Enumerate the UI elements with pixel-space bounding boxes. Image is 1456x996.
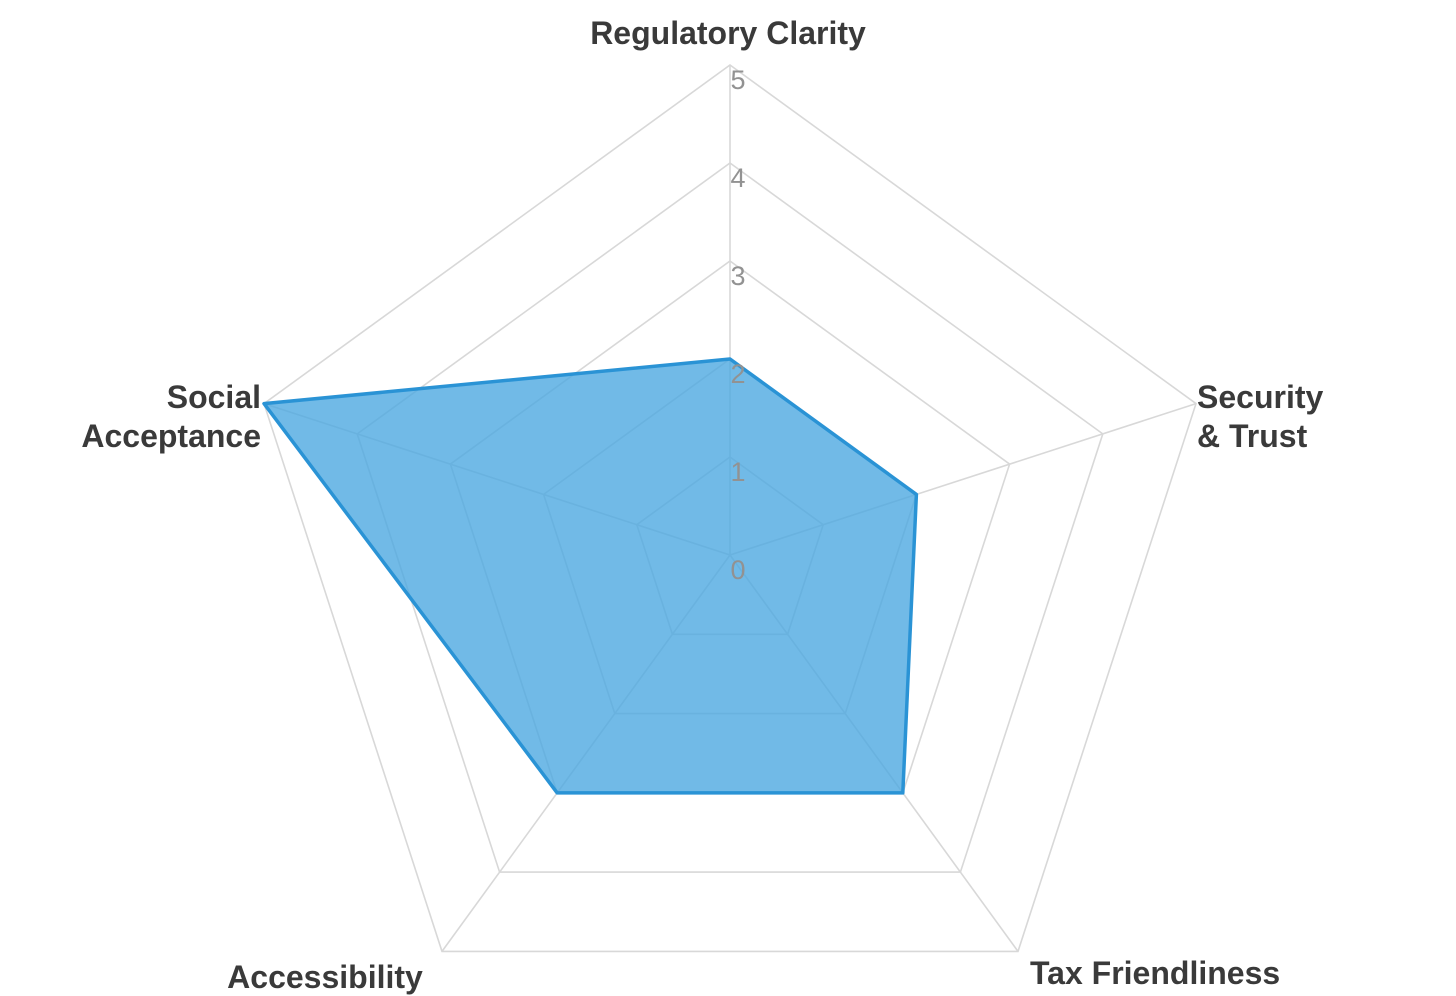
category-label-4-line-0: Social: [167, 379, 261, 415]
category-label-3: Accessibility: [227, 959, 423, 995]
tick-label-1: 1: [730, 457, 745, 487]
tick-label-3: 3: [730, 261, 745, 291]
tick-label-0: 0: [730, 555, 745, 585]
tick-label-4: 4: [730, 163, 745, 193]
category-label-2: Tax Friendliness: [1030, 955, 1280, 991]
grid-ring-5: [263, 64, 1197, 953]
tick-label-2: 2: [730, 359, 745, 389]
data-polygon: [262, 357, 919, 795]
tick-label-5: 5: [730, 65, 745, 95]
category-label-1-line-0: Security: [1197, 379, 1323, 415]
category-label-4-line-1: Acceptance: [81, 418, 261, 454]
category-label-0: Regulatory Clarity: [590, 15, 866, 51]
category-label-1-line-1: & Trust: [1197, 418, 1308, 454]
